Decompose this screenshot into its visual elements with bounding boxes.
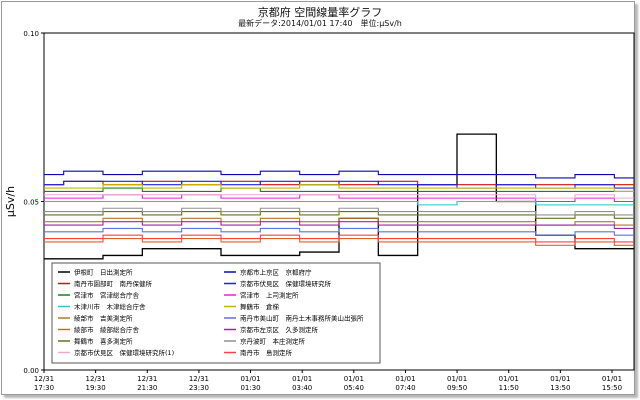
legend-label: 京都市伏見区 保健環境研究所(1) <box>74 348 174 357</box>
series-line <box>44 184 634 192</box>
x-tick-label-time: 07:40 <box>395 384 415 392</box>
series-line <box>44 234 634 243</box>
legend-label: 南丹市美山町 南丹土木事務所美山出張所 <box>240 314 364 323</box>
x-tick-label-date: 12/31 <box>137 375 157 383</box>
y-tick-label: 0.00 <box>23 367 39 375</box>
x-tick-label-time: 11:50 <box>499 384 519 392</box>
legend-label: 木津川市 木津総合庁舎 <box>74 302 146 311</box>
legend-label: 舞鶴市 喜多測定所 <box>74 337 133 346</box>
legend-box <box>51 262 381 364</box>
x-tick-label-date: 12/31 <box>189 375 209 383</box>
legend-label: 綾部市 綾部総合庁舎 <box>74 325 140 334</box>
legend-label: 京都市左京区 久多測定所 <box>240 325 319 334</box>
y-axis-label: μSv/h <box>4 186 17 217</box>
series-line <box>44 187 634 192</box>
x-tick-label-time: 23:30 <box>189 384 209 392</box>
legend-label: 京都市上京区 京都府庁 <box>240 268 312 277</box>
x-tick-label-date: 01/01 <box>550 375 570 383</box>
series-line <box>44 207 634 216</box>
y-tick-label: 0.05 <box>23 199 39 207</box>
chart-title: 京都府 空間線量率グラフ <box>257 6 383 19</box>
x-tick-label-time: 19:30 <box>86 384 106 392</box>
legend-label: 京丹波町 本庄測定所 <box>240 337 306 346</box>
legend-label: 南丹市 島測定所 <box>240 348 293 357</box>
legend-label: 宮津市 宮津総合庁舎 <box>74 291 140 300</box>
x-tick-label-date: 12/31 <box>34 375 54 383</box>
x-tick-label-date: 12/31 <box>86 375 106 383</box>
legend-label: 京都市伏見区 保健環境研究所 <box>240 279 332 288</box>
legend-label: 南丹市園部町 南丹保健所 <box>74 279 153 288</box>
x-tick-label-time: 15:50 <box>602 384 622 392</box>
legend-label: 宮津市 上司測定所 <box>240 291 299 300</box>
x-tick-label-date: 01/01 <box>447 375 467 383</box>
x-tick-label-date: 01/01 <box>292 375 312 383</box>
series-line <box>44 180 634 189</box>
x-tick-label-time: 17:30 <box>34 384 54 392</box>
x-tick-label-date: 01/01 <box>602 375 622 383</box>
series-line <box>44 221 634 230</box>
series-line <box>44 170 634 179</box>
x-tick-label-time: 21:30 <box>137 384 157 392</box>
series-line <box>44 194 634 199</box>
series-line <box>44 211 634 219</box>
series-line <box>44 238 634 246</box>
y-tick-label: 0.10 <box>23 30 39 38</box>
legend-label: 舞鶴市 倉梯 <box>240 302 280 311</box>
chart-subtitle: 最新データ:2014/01/01 17:40 単位:μSv/h <box>238 19 402 28</box>
x-tick-label-time: 09:50 <box>447 384 467 392</box>
x-tick-label-date: 01/01 <box>344 375 364 383</box>
x-tick-label-date: 01/01 <box>395 375 415 383</box>
legend-label: 綾部市 吉美測定所 <box>74 314 133 323</box>
x-tick-label-date: 01/01 <box>499 375 519 383</box>
x-tick-label-time: 03:40 <box>292 384 312 392</box>
x-tick-label-time: 01:30 <box>240 384 260 392</box>
legend-label: 伊根町 日出測定所 <box>74 268 133 277</box>
x-tick-label-time: 13:50 <box>550 384 570 392</box>
x-tick-label-date: 01/01 <box>240 375 260 383</box>
x-tick-label-time: 05:40 <box>344 384 364 392</box>
series-line <box>44 200 634 206</box>
series-line <box>44 227 634 236</box>
